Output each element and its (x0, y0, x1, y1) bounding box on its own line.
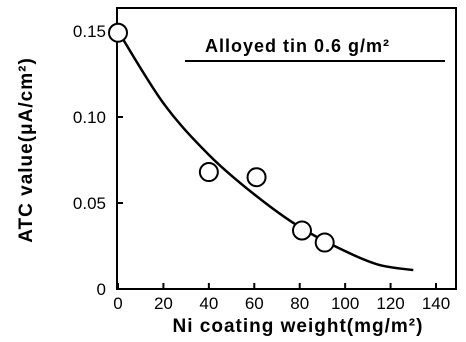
data-points (108, 22, 335, 253)
data-point (246, 167, 267, 188)
y-axis-title: ATC value(μA/cm²) (16, 57, 37, 243)
x-axis-ticks: 0 20 40 60 80 100 120 140 (113, 283, 450, 313)
y-tick-label: 0 (97, 280, 106, 299)
y-tick-label: 0.10 (73, 108, 106, 127)
x-tick-label: 100 (331, 294, 359, 313)
x-tick-label: 140 (422, 294, 450, 313)
x-tick-label: 40 (199, 294, 218, 313)
x-tick-label: 120 (376, 294, 404, 313)
y-tick-label: 0.05 (73, 194, 106, 213)
x-tick-label: 60 (245, 294, 264, 313)
data-point (314, 232, 335, 253)
x-tick-label: 0 (113, 294, 122, 313)
data-point (291, 220, 312, 241)
data-point (108, 22, 128, 43)
trend-curve (116, 30, 414, 272)
x-axis-title: Ni coating weight(mg/m²) (173, 316, 424, 337)
x-tick-label: 20 (154, 294, 173, 313)
data-point (198, 162, 219, 183)
y-axis-ticks: 0 0.05 0.10 0.15 (73, 22, 123, 299)
x-tick-label: 80 (290, 294, 309, 313)
y-tick-label: 0.15 (73, 22, 106, 41)
plot-frame (116, 7, 457, 290)
annotation-label: Alloyed tin 0.6 g/m² (205, 36, 390, 56)
